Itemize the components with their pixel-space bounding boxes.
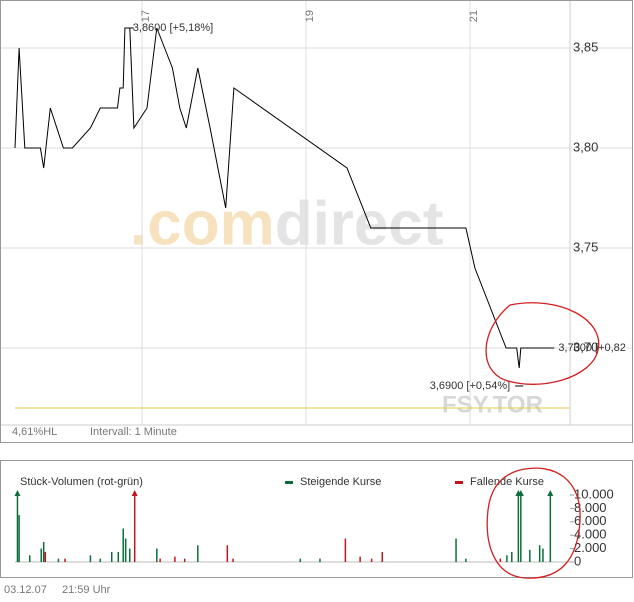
footer-time: 21:59 Uhr [62,584,111,596]
legend-label: Steigende Kurse [300,476,381,488]
y-tick-label: 10.000 [574,486,614,501]
y-tick-label: 8.000 [574,500,607,515]
overflow-arrow [131,490,138,496]
overflow-arrow [14,490,21,496]
volume-title: Stück-Volumen (rot-grün) [20,476,143,488]
y-tick-label: 3,85 [573,39,598,54]
x-tick-label: 17 [140,10,152,22]
y-tick-label: 0 [574,553,581,568]
symbol: FSY.TOR [442,391,543,418]
x-tick-label: 19 [304,10,316,22]
annotation: 3,6900 [+0,54%] [430,380,510,392]
y-tick-label: 2.000 [574,540,607,555]
y-tick-label: 6.000 [574,513,607,528]
x-tick-label: 21 [468,10,480,22]
legend-label: Fallende Kurse [470,476,544,488]
watermark: .comdirect [130,189,444,258]
annotation: 3,7000 [+0,82 [558,342,626,354]
y-tick-label: 3,75 [573,239,598,254]
legend-swatch [455,481,463,484]
note: Intervall: 1 Minute [90,426,177,438]
legend-swatch [285,481,293,484]
price-line [14,27,551,369]
y-tick-label: 3,80 [573,139,598,154]
annotation: 3,8600 [+5,18%] [133,22,213,34]
footer-date: 03.12.07 [4,584,47,596]
note: 4,61%HL [12,426,57,438]
y-tick-label: 4.000 [574,527,607,542]
